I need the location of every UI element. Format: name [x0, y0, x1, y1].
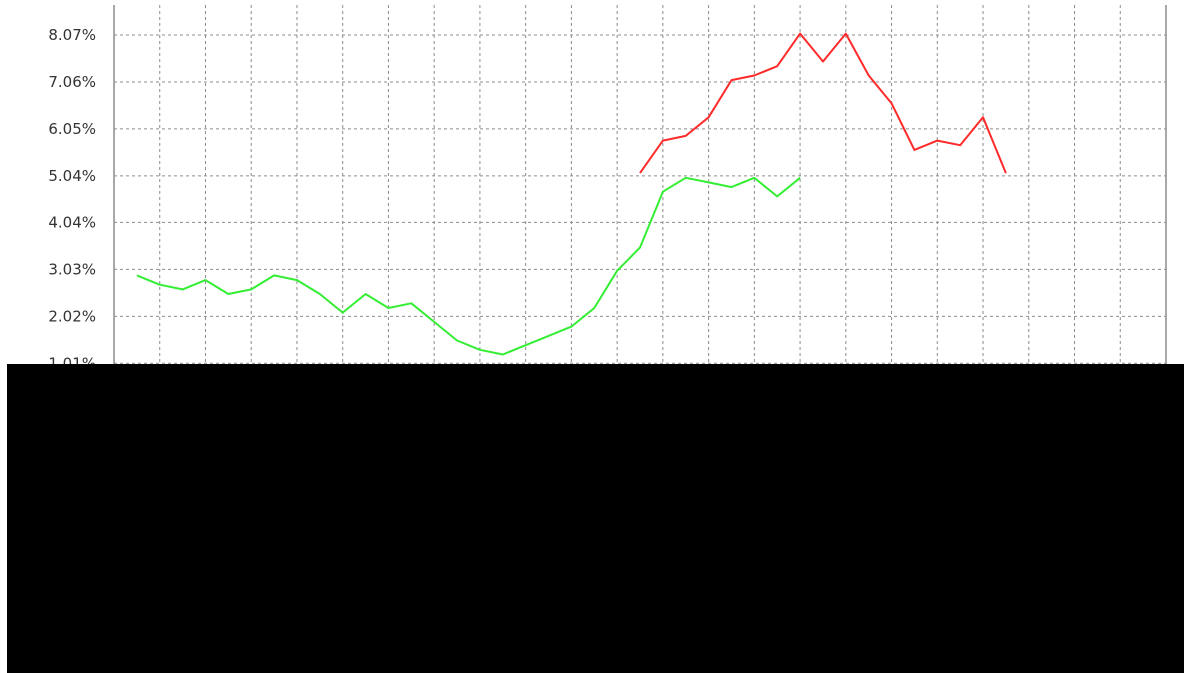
series-line-1: [639, 32, 1007, 174]
y-tick-label: 5.04%: [48, 167, 96, 185]
y-tick-label: 3.03%: [48, 260, 96, 278]
y-tick-label: 4.04%: [48, 213, 96, 231]
y-tick-label: 6.05%: [48, 120, 96, 138]
y-tick-label: 2.02%: [48, 307, 96, 325]
occluded-region: [7, 364, 1184, 673]
y-tick-label: 8.07%: [48, 26, 96, 44]
y-tick-label: 7.06%: [48, 73, 96, 91]
series-line-2: [136, 176, 801, 356]
grid: [113, 5, 1167, 420]
y-axis-ticks: 1.01%2.02%3.03%4.04%5.04%6.05%7.06%8.07%: [48, 26, 96, 372]
series: [136, 32, 1007, 356]
